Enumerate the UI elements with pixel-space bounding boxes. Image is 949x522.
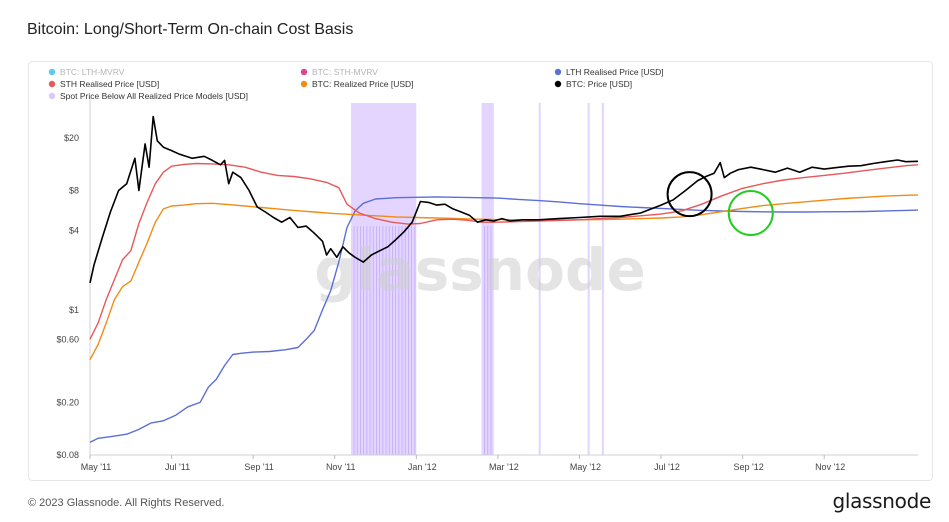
legend-marker[interactable] xyxy=(48,92,56,100)
y-tick-label: $0.08 xyxy=(56,450,79,460)
series-line-realized xyxy=(89,194,919,361)
legend-item[interactable]: LTH Realised Price [USD] xyxy=(566,67,664,77)
x-tick-label: May '11 xyxy=(81,462,112,472)
legend-item[interactable]: BTC: STH-MVRV xyxy=(312,67,378,77)
y-tick-label: $4 xyxy=(69,225,79,235)
y-tick-label: $1 xyxy=(69,305,79,315)
legend-marker[interactable] xyxy=(554,80,562,88)
x-tick-label: Mar '12 xyxy=(489,462,519,472)
legend-item[interactable]: BTC: LTH-MVRV xyxy=(60,67,125,77)
chart-title: Bitcoin: Long/Short-Term On-chain Cost B… xyxy=(27,21,354,38)
legend-item[interactable]: STH Realised Price [USD] xyxy=(60,79,159,89)
y-tick-label: $20 xyxy=(64,133,79,143)
legend-item[interactable]: BTC: Realized Price [USD] xyxy=(312,79,414,89)
legend-marker[interactable] xyxy=(48,68,56,76)
spot-below-band xyxy=(587,103,590,455)
y-tick-label: $0.60 xyxy=(56,334,79,344)
copyright-footer: © 2023 Glassnode. All Rights Reserved. xyxy=(28,497,225,509)
y-tick-label: $0.20 xyxy=(56,397,79,407)
legend-item[interactable]: Spot Price Below All Realized Price Mode… xyxy=(60,91,248,101)
legend-marker[interactable] xyxy=(554,68,562,76)
legend-item[interactable]: BTC: Price [USD] xyxy=(566,79,632,89)
x-tick-label: Nov '11 xyxy=(326,462,356,472)
x-tick-label: Jul '11 xyxy=(165,462,190,472)
series-line-sth-realised xyxy=(89,162,919,340)
x-tick-label: Jan '12 xyxy=(408,462,437,472)
legend-marker[interactable] xyxy=(300,68,308,76)
x-tick-label: Sep '12 xyxy=(733,462,763,472)
spot-below-band xyxy=(601,103,604,455)
series-line-lth-realised xyxy=(89,196,919,443)
x-tick-label: Nov '12 xyxy=(815,462,845,472)
watermark: glassnode xyxy=(314,236,646,304)
x-tick-label: May '12 xyxy=(570,462,601,472)
x-tick-label: Jul '12 xyxy=(654,462,680,472)
annotation-circle-green xyxy=(727,190,774,237)
spot-below-band xyxy=(538,103,541,455)
y-tick-label: $8 xyxy=(69,185,79,195)
chart-panel xyxy=(28,61,933,481)
annotation-circle-black xyxy=(666,171,713,218)
legend-marker[interactable] xyxy=(300,80,308,88)
glassnode-logo: glassnode xyxy=(832,489,931,513)
x-tick-label: Sep '11 xyxy=(244,462,274,472)
series-line-price xyxy=(89,115,919,284)
legend-marker[interactable] xyxy=(48,80,56,88)
